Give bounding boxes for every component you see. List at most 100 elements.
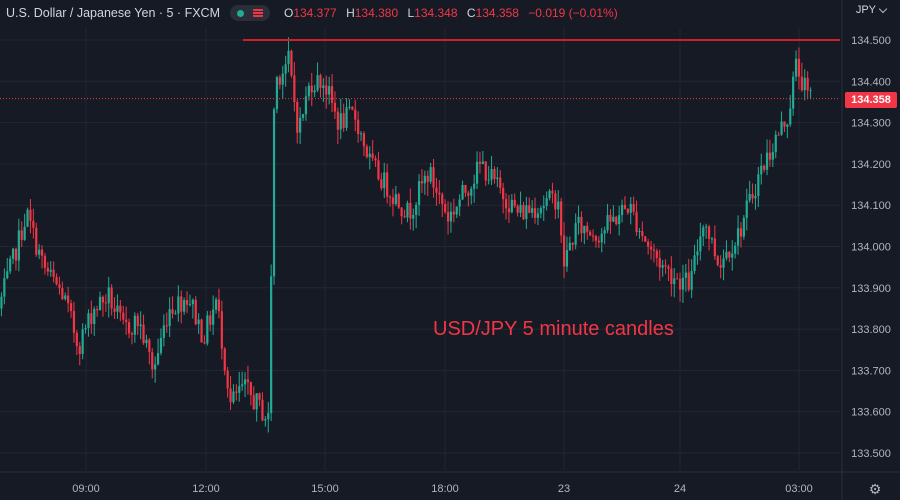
candle-body [597,240,600,243]
candle [377,151,380,181]
candle-body [432,167,435,188]
candle-body [658,257,661,268]
candle [113,297,116,319]
candle-body [72,311,76,333]
candle [93,306,96,336]
candle-body [325,85,328,95]
candle-body [696,251,699,256]
candle-body [264,419,267,421]
candle [777,131,780,136]
candle [84,324,87,334]
candle [284,55,287,87]
market-status-toggle[interactable] [229,5,270,21]
candle [641,221,644,242]
candle [365,144,368,159]
candle-body [533,208,537,218]
candle-body [125,319,128,323]
y-tick-label: 133.700 [851,365,891,377]
candle-body [14,248,18,261]
candle-body [504,199,508,209]
candle-body [296,101,299,133]
candle [444,199,447,214]
candle [794,50,798,82]
candle-body [336,111,339,130]
candle-body [174,313,177,315]
chart-header: U.S. Dollar / Japanese Yen · 5 · FXCM O1… [6,4,618,22]
candle-body [754,196,757,199]
candle [432,158,435,198]
candle [388,194,392,207]
gear-icon[interactable]: ⚙ [868,481,882,497]
x-tick-label: 09:00 [72,483,100,495]
candle [626,208,629,215]
candle-body [620,204,624,216]
candle [316,62,319,93]
candle [548,189,551,201]
candle [11,247,15,265]
candle [467,190,470,207]
candle-body [516,206,519,213]
candle [35,222,38,257]
candle [351,106,354,111]
candle-body [481,161,484,164]
candle [528,197,531,214]
candle-body [241,384,244,387]
candle [768,139,772,167]
candle [394,185,397,206]
candle-body [545,198,548,206]
candle-body [75,332,78,347]
candle [267,401,270,433]
candle-body [267,413,270,420]
change-value: −0.019 (−0.01%) [528,6,618,20]
candle-body [113,308,116,312]
chart-annotation: USD/JPY 5 minute candles [433,318,674,340]
candle [600,227,603,253]
candle-body [655,250,658,258]
candle [475,151,479,190]
candle [461,180,464,200]
candle-body [6,271,9,279]
candle [533,197,537,224]
candle [449,202,453,233]
candle-body [388,196,392,198]
candle-body [345,107,348,128]
symbol-title[interactable]: U.S. Dollar / Japanese Yen · 5 · FXCM [6,6,220,20]
candle-body [713,238,716,257]
candle [23,213,26,241]
candle [359,131,363,142]
candle [98,291,102,311]
candle [774,130,777,159]
candle-body [565,250,569,267]
candle-body [603,230,606,234]
candle-body [415,204,418,215]
candle-body [194,299,197,325]
candle [368,146,371,170]
candle-body [426,175,429,182]
candle [154,356,157,383]
candle [455,206,458,219]
y-tick-label: 134.000 [851,242,891,254]
candle [26,207,29,228]
candle [148,337,151,365]
candle [655,248,658,267]
candle [55,273,58,286]
currency-selector[interactable]: JPY [856,4,888,16]
candle [629,197,632,225]
candle [412,208,415,231]
candle [400,207,403,225]
candle [348,99,351,110]
candle-body [98,296,102,311]
candle [635,200,638,236]
candle [119,299,122,322]
candle [409,188,412,230]
candle [458,194,461,217]
candle [493,166,496,184]
candle [81,323,84,360]
candle-body [177,296,180,314]
candle-body [780,121,783,135]
candle [209,310,212,332]
candle [699,222,702,261]
candle [568,236,571,251]
